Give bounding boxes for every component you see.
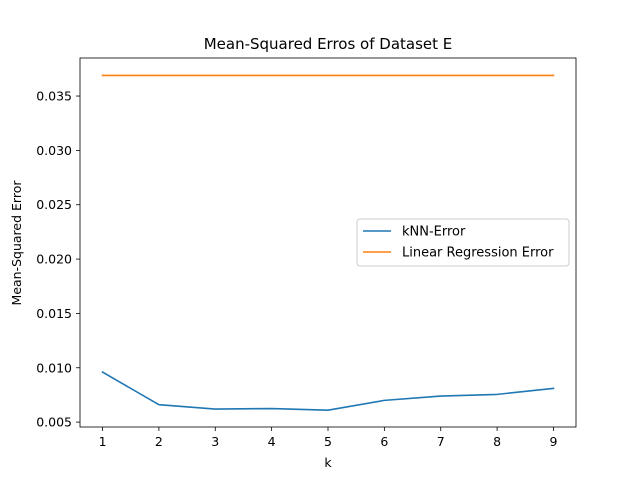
y-axis-label: Mean-Squared Error <box>9 180 24 306</box>
x-tick-label: 1 <box>99 434 107 449</box>
x-axis-ticks: 1 2 3 4 5 6 7 8 9 <box>99 427 557 449</box>
series-line-knn-error <box>101 371 555 411</box>
y-tick-label: 0.015 <box>36 306 72 321</box>
y-tick-label: 0.010 <box>36 360 72 375</box>
x-tick-label: 9 <box>549 434 557 449</box>
legend: kNN-Error Linear Regression Error <box>356 218 570 267</box>
x-tick-label: 6 <box>380 434 388 449</box>
chart-title: Mean-Squared Erros of Dataset E <box>204 35 453 53</box>
series-group <box>101 74 555 411</box>
x-tick-label: 8 <box>493 434 501 449</box>
x-tick-label: 5 <box>324 434 332 449</box>
y-tick-label: 0.020 <box>36 252 72 267</box>
x-axis-label: k <box>324 455 332 470</box>
legend-box <box>356 218 570 267</box>
legend-entry-label: Linear Regression Error <box>402 246 554 261</box>
y-tick-label: 0.030 <box>36 143 72 158</box>
y-axis-ticks: 0.005 0.010 0.015 0.020 0.025 0.030 0.035 <box>36 89 80 430</box>
x-tick-label: 2 <box>155 434 163 449</box>
x-tick-label: 4 <box>268 434 276 449</box>
y-tick-label: 0.035 <box>36 89 72 104</box>
x-tick-label: 7 <box>437 434 445 449</box>
plot-frame <box>79 57 577 428</box>
legend-entry-label: kNN-Error <box>402 225 466 240</box>
y-tick-label: 0.005 <box>36 415 72 430</box>
x-tick-label: 3 <box>211 434 219 449</box>
y-tick-label: 0.025 <box>36 197 72 212</box>
